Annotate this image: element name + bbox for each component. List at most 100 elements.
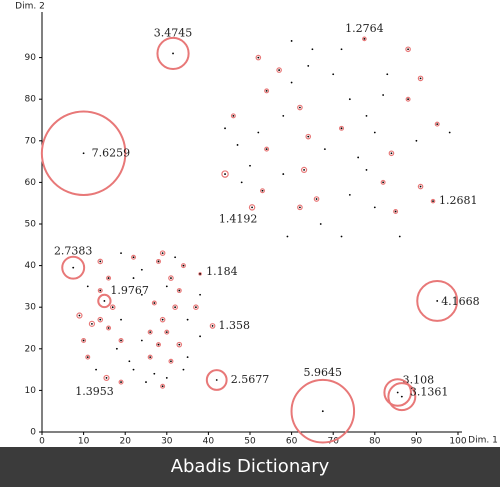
point — [132, 277, 135, 279]
dot — [340, 235, 343, 238]
y-tick-label: 90 — [25, 53, 37, 63]
dot — [365, 114, 368, 117]
dot — [105, 377, 108, 379]
dot — [436, 300, 439, 302]
point — [383, 378, 412, 407]
dot — [357, 156, 360, 159]
dot — [373, 206, 376, 209]
point — [393, 209, 399, 215]
dot — [265, 89, 268, 92]
score-label: 1.358 — [219, 319, 251, 332]
score-ring — [305, 133, 312, 140]
point — [199, 293, 201, 296]
dot — [72, 266, 75, 269]
dot — [174, 306, 177, 309]
dot — [303, 169, 305, 171]
point — [313, 196, 320, 202]
score-ring — [264, 146, 270, 152]
y-tick-label: 20 — [25, 344, 37, 354]
point — [115, 347, 118, 350]
dot — [99, 318, 102, 321]
score-ring — [405, 96, 411, 102]
point — [120, 318, 122, 321]
score-label: 1.9767 — [110, 284, 148, 297]
score-ring — [290, 378, 356, 444]
dot — [170, 277, 172, 279]
score-ring — [61, 255, 86, 280]
x-tick-label: 90 — [411, 437, 423, 447]
y-tick-label: 80 — [25, 95, 37, 105]
dot — [390, 152, 393, 155]
dot — [323, 148, 326, 151]
x-tick-label: 10 — [78, 437, 90, 447]
point — [147, 354, 153, 360]
dot — [103, 300, 106, 302]
point — [160, 383, 166, 389]
score-ring — [40, 110, 127, 197]
score-label: 7.6259 — [92, 146, 131, 159]
dot — [140, 268, 143, 271]
dot — [436, 123, 439, 126]
dot — [321, 410, 324, 413]
score-ring — [159, 250, 166, 256]
score-ring — [151, 300, 157, 306]
point — [386, 73, 389, 76]
score-ring — [362, 36, 367, 42]
point — [118, 337, 124, 343]
point — [286, 235, 289, 238]
dot — [265, 148, 268, 151]
score-ring — [118, 379, 124, 385]
point — [276, 67, 282, 73]
point — [168, 358, 174, 364]
point — [180, 263, 186, 269]
point — [398, 235, 401, 238]
dot — [157, 343, 160, 346]
point — [168, 275, 174, 281]
point — [147, 329, 153, 335]
dot — [448, 131, 451, 134]
point — [224, 127, 226, 130]
point — [86, 285, 89, 288]
y-tick-label: 30 — [25, 303, 37, 313]
score-ring — [297, 104, 303, 111]
dot — [311, 48, 314, 51]
point — [416, 280, 459, 322]
score-ring — [156, 36, 190, 71]
score-ring — [383, 378, 412, 407]
y-axis-label: Dim. 2 — [15, 2, 45, 12]
point — [103, 374, 110, 382]
point — [140, 339, 143, 342]
score-ring — [85, 354, 91, 360]
point — [118, 379, 124, 385]
dot — [161, 318, 164, 321]
dot — [307, 135, 310, 138]
x-tick-label: 0 — [39, 437, 45, 447]
point — [332, 73, 335, 76]
dot — [149, 331, 152, 334]
point — [120, 252, 122, 255]
point — [40, 110, 127, 197]
dot — [249, 164, 251, 167]
point — [186, 318, 189, 321]
dot — [373, 131, 376, 134]
dot — [107, 327, 110, 329]
dot — [224, 173, 226, 175]
point — [132, 368, 135, 371]
dot — [290, 40, 293, 42]
y-tick-label: 50 — [25, 220, 37, 230]
score-ring — [118, 337, 124, 343]
point — [128, 360, 131, 363]
point — [109, 304, 116, 311]
point — [305, 133, 312, 140]
dot — [95, 368, 97, 371]
dot — [400, 395, 403, 398]
point — [282, 173, 285, 175]
dot — [153, 302, 156, 304]
dot — [120, 252, 122, 255]
point — [382, 94, 385, 96]
score-ring — [159, 316, 166, 323]
dot — [178, 343, 181, 346]
dot — [419, 185, 422, 188]
x-tick-label: 80 — [369, 437, 381, 447]
chart: Dim. 2 Dim. 1 0 10 20 30 40 50 60 70 80 90 100 0 10 2… — [15, 2, 498, 447]
